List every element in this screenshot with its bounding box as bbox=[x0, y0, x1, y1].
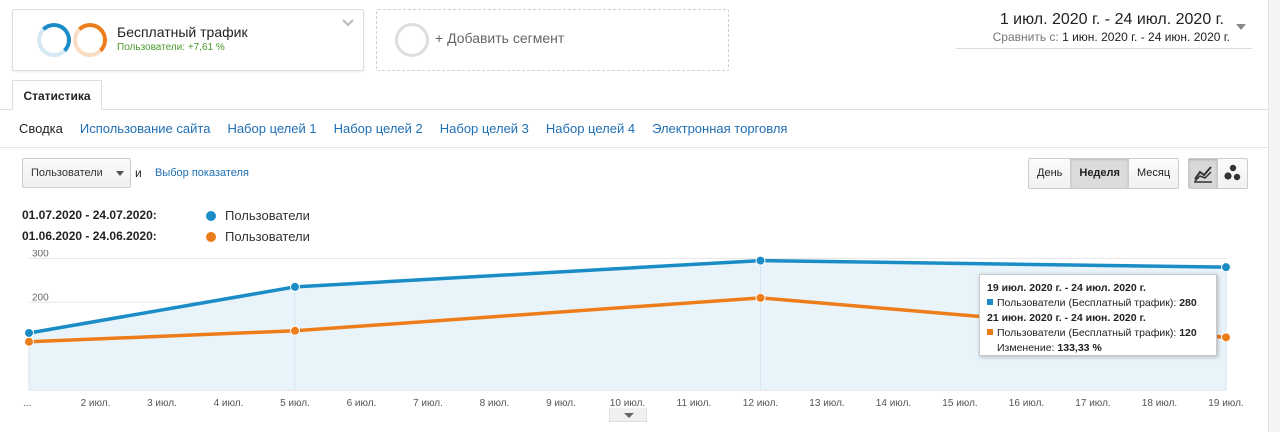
chart-expand-handle[interactable] bbox=[609, 408, 647, 422]
x-tick-label: 12 июл. bbox=[743, 398, 778, 409]
y-tick-label: 200 bbox=[32, 292, 49, 303]
tooltip-row-compare: Пользователи (Бесплатный трафик): 120 bbox=[987, 326, 1209, 341]
data-point bbox=[1221, 332, 1231, 343]
x-tick-label: 11 июл. bbox=[677, 398, 712, 409]
chart-view-toggle bbox=[1188, 158, 1248, 189]
data-point bbox=[290, 281, 300, 292]
date-range-dropdown-icon[interactable] bbox=[1236, 24, 1246, 30]
x-tick-label: 19 июл. bbox=[1208, 398, 1243, 409]
series-area bbox=[29, 260, 1226, 390]
chart-tooltip: 19 июл. 2020 г. - 24 июл. 2020 г. Пользо… bbox=[979, 274, 1217, 356]
motion-chart-icon bbox=[1224, 164, 1241, 181]
x-tick-label: 13 июл. bbox=[809, 398, 844, 409]
line-chart[interactable]: 100200300...2 июл.3 июл.4 июл.5 июл.6 ию… bbox=[0, 250, 1280, 432]
tooltip-row-label: Пользователи (Бесплатный трафик): bbox=[997, 327, 1177, 339]
subnav-goal-set-3[interactable]: Набор целей 3 bbox=[439, 121, 529, 136]
x-tick-label: 15 июл. bbox=[942, 398, 977, 409]
segment-card[interactable]: Бесплатный трафик Пользователи: +7,61 % bbox=[12, 9, 364, 71]
subnav-goal-set-4[interactable]: Набор целей 4 bbox=[545, 121, 636, 136]
tooltip-row-current: Пользователи (Бесплатный трафик): 280 bbox=[987, 296, 1209, 311]
data-point bbox=[755, 292, 766, 303]
and-text: и bbox=[135, 166, 142, 180]
subnav-overview[interactable]: Сводка bbox=[19, 121, 63, 136]
legend-dot bbox=[206, 232, 216, 242]
add-segment-ring-icon bbox=[395, 23, 429, 57]
legend-dot bbox=[206, 211, 216, 221]
series-color-square bbox=[987, 299, 993, 305]
tooltip-change-label: Изменение: bbox=[997, 342, 1055, 354]
compare-range[interactable]: Сравнить с: 1 июн. 2020 г. - 24 июн. 202… bbox=[993, 30, 1230, 44]
tooltip-row-value: 280 bbox=[1179, 297, 1197, 309]
x-tick-label: 7 июл. bbox=[413, 398, 443, 409]
tooltip-change-value: 133,33 % bbox=[1057, 342, 1102, 354]
date-range-underline bbox=[956, 48, 1252, 49]
report-subnav: Сводка Использование сайта Набор целей 1… bbox=[19, 121, 787, 136]
date-range[interactable]: 1 июл. 2020 г. - 24 июл. 2020 г. bbox=[999, 11, 1224, 28]
x-tick-label: 6 июл. bbox=[347, 398, 377, 409]
x-tick-label: 3 июл. bbox=[147, 398, 177, 409]
caret-down-icon bbox=[116, 171, 124, 176]
tooltip-period-current: 19 июл. 2020 г. - 24 июл. 2020 г. bbox=[987, 282, 1146, 294]
subnav-site-usage[interactable]: Использование сайта bbox=[79, 121, 211, 136]
x-tick-label: 4 июл. bbox=[214, 398, 244, 409]
line-chart-view-button[interactable] bbox=[1189, 159, 1218, 188]
x-tick-label: 2 июл. bbox=[81, 398, 111, 409]
data-point bbox=[24, 327, 34, 338]
line-chart-icon bbox=[1194, 166, 1212, 183]
tab-statistics[interactable]: Статистика bbox=[12, 80, 102, 110]
y-tick-label: 300 bbox=[32, 250, 49, 259]
subnav-goal-set-1[interactable]: Набор целей 1 bbox=[227, 121, 317, 136]
segment-ring-icon bbox=[37, 23, 71, 57]
data-point bbox=[24, 336, 34, 347]
motion-chart-view-button[interactable] bbox=[1218, 159, 1247, 188]
x-tick-label: 5 июл. bbox=[280, 398, 310, 409]
segment-title: Бесплатный трафик bbox=[117, 24, 248, 40]
compare-dates: 1 июн. 2020 г. - 24 июн. 2020 г. bbox=[1062, 30, 1230, 44]
data-point bbox=[755, 255, 766, 266]
metric-select[interactable]: Пользователи bbox=[22, 158, 131, 188]
metric-select-value: Пользователи bbox=[31, 167, 103, 179]
segment-subtitle: Пользователи: +7,61 % bbox=[117, 42, 225, 53]
chevron-down-icon[interactable] bbox=[341, 18, 355, 28]
legend-dates: 01.07.2020 - 24.07.2020: bbox=[22, 208, 157, 222]
add-segment-button[interactable]: + Добавить сегмент bbox=[376, 9, 729, 71]
series-color-square bbox=[987, 329, 993, 335]
choose-metric-link[interactable]: Выбор показателя bbox=[155, 167, 249, 179]
segment-ring-icon bbox=[73, 23, 107, 57]
period-week-button[interactable]: Неделя bbox=[1071, 159, 1129, 188]
x-tick-label: 14 июл. bbox=[876, 398, 911, 409]
page-scrollbar[interactable] bbox=[1268, 0, 1280, 432]
tab-bar-divider bbox=[0, 109, 1268, 110]
legend-dates: 01.06.2020 - 24.06.2020: bbox=[22, 229, 157, 243]
legend-series-name: Пользователи bbox=[225, 229, 310, 244]
tooltip-row-value: 120 bbox=[1179, 327, 1197, 339]
data-point bbox=[1221, 262, 1231, 273]
subnav-goal-set-2[interactable]: Набор целей 2 bbox=[333, 121, 423, 136]
x-tick-label: ... bbox=[23, 398, 31, 409]
period-toggle: День Неделя Месяц bbox=[1028, 158, 1180, 189]
period-day-button[interactable]: День bbox=[1029, 159, 1072, 188]
x-tick-label: 16 июл. bbox=[1009, 398, 1044, 409]
add-segment-label: + Добавить сегмент bbox=[435, 30, 565, 46]
x-tick-label: 9 июл. bbox=[546, 398, 576, 409]
x-tick-label: 10 июл. bbox=[610, 398, 645, 409]
period-month-button[interactable]: Месяц bbox=[1128, 159, 1179, 188]
legend-series-name: Пользователи bbox=[225, 208, 310, 223]
x-tick-label: 18 июл. bbox=[1142, 398, 1177, 409]
series-line bbox=[28, 258, 1227, 335]
x-tick-label: 17 июл. bbox=[1075, 398, 1110, 409]
tooltip-row-label: Пользователи (Бесплатный трафик): bbox=[997, 297, 1177, 309]
data-point bbox=[290, 325, 300, 336]
subnav-ecommerce[interactable]: Электронная торговля bbox=[652, 121, 788, 136]
tooltip-change: Изменение: 133,33 % bbox=[987, 341, 1209, 356]
compare-label: Сравнить с: bbox=[992, 30, 1059, 44]
subnav-divider bbox=[0, 147, 1268, 148]
tooltip-period-compare: 21 июн. 2020 г. - 24 июн. 2020 г. bbox=[987, 312, 1146, 324]
x-tick-label: 8 июл. bbox=[480, 398, 510, 409]
